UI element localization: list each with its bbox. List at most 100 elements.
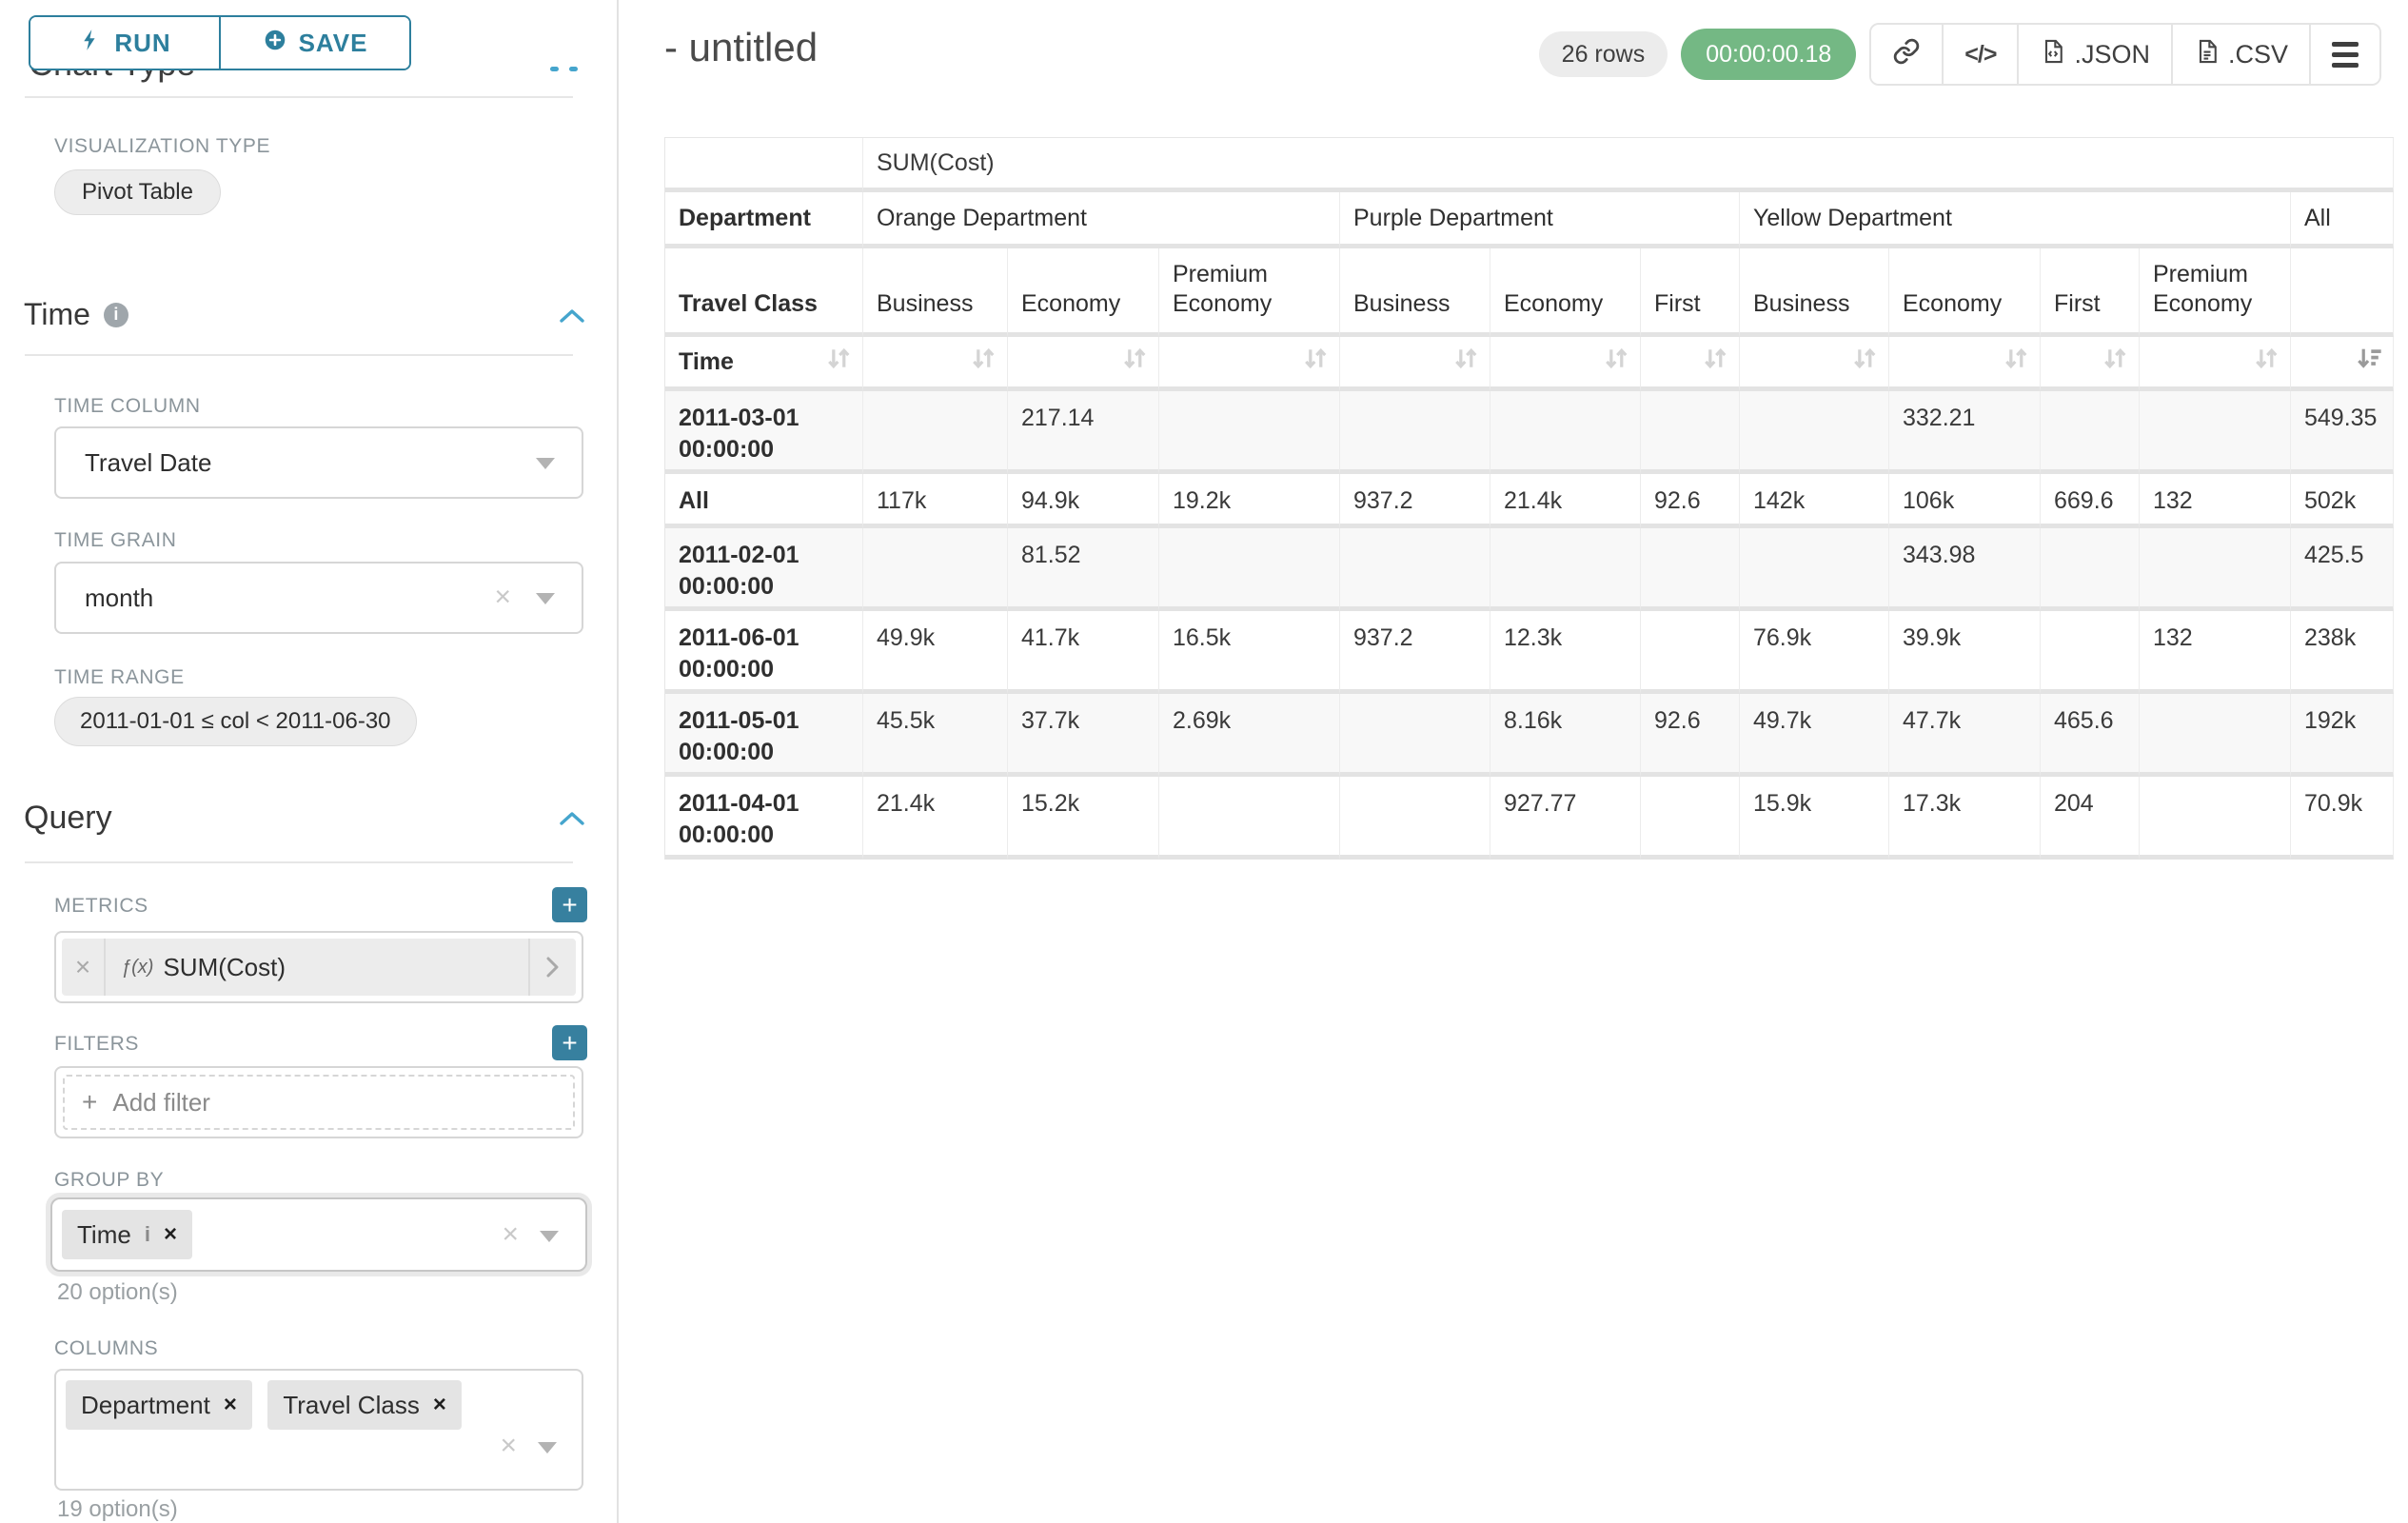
export-json-button[interactable]: .JSON: [2017, 25, 2171, 84]
columns-chip-label: Travel Class: [283, 1390, 420, 1419]
sort-control[interactable]: [1701, 345, 1729, 380]
column-group-header: Yellow Department: [1740, 192, 2291, 248]
value-cell: [2140, 391, 2291, 474]
value-cell: [2041, 611, 2140, 694]
add-filter-button[interactable]: + Add filter: [63, 1075, 575, 1130]
add-filter-plus-button[interactable]: +: [552, 1025, 587, 1060]
sort-icon: [1705, 347, 1727, 369]
table-row: 2011-06-01 00:00:00 49.9k 41.7k 16.5k 937.2 1…: [665, 611, 2394, 694]
time-column-select[interactable]: Travel Date: [54, 426, 583, 499]
sort-control[interactable]: [1602, 345, 1630, 380]
columns-select[interactable]: Department × Travel Class × ×: [54, 1369, 583, 1491]
collapse-query-section-icon[interactable]: [558, 809, 586, 833]
run-button[interactable]: RUN: [30, 17, 221, 69]
value-cell: 21.4k: [863, 777, 1008, 860]
travel-class-header: Premium Economy: [2140, 248, 2291, 337]
value-cell: [1159, 391, 1340, 474]
plus-icon: +: [82, 1087, 98, 1117]
chevron-right-icon[interactable]: [528, 939, 576, 996]
time-grain-value: month: [85, 583, 154, 612]
sort-icon: [2005, 347, 2027, 369]
column-group-header-row: Department Orange Department Purple Depart…: [665, 192, 2394, 248]
row-count-badge: 26 rows: [1538, 31, 1668, 77]
embed-code-button[interactable]: </>: [1942, 25, 2018, 84]
value-cell: 92.6: [1641, 474, 1740, 528]
value-cell: 425.5: [2291, 528, 2394, 611]
travel-class-header: Business: [1340, 248, 1490, 337]
panel-drag-dot[interactable]: [569, 67, 578, 71]
metrics-label: METRICS: [54, 895, 148, 917]
sort-control[interactable]: [1850, 345, 1879, 380]
add-metric-button[interactable]: +: [552, 887, 587, 922]
value-cell: 192k: [2291, 694, 2394, 777]
save-button[interactable]: SAVE: [221, 17, 409, 69]
sort-control[interactable]: [1120, 345, 1149, 380]
row-label-cell: 2011-02-01 00:00:00: [665, 528, 863, 611]
sort-control[interactable]: [2101, 345, 2129, 380]
column-group-header: Orange Department: [863, 192, 1340, 248]
time-section-title: Time i: [24, 297, 128, 332]
metric-chip[interactable]: × ƒ(x) SUM(Cost): [62, 939, 576, 996]
sort-control[interactable]: [2252, 345, 2280, 380]
value-cell: 49.7k: [1740, 694, 1889, 777]
value-cell: [2041, 528, 2140, 611]
travel-class-header: Economy: [1889, 248, 2041, 337]
value-cell: 465.6: [2041, 694, 2140, 777]
value-cell: 15.9k: [1740, 777, 1889, 860]
columns-chip[interactable]: Travel Class ×: [267, 1380, 462, 1430]
clear-icon[interactable]: ×: [502, 1218, 519, 1250]
table-row: 2011-04-01 00:00:00 21.4k 15.2k 927.77 15.9k…: [665, 777, 2394, 860]
control-panel: Chart Type RUN SAVE VISUALIZATION TYPE P…: [0, 0, 619, 1523]
group-by-chip[interactable]: Time i ×: [62, 1210, 192, 1259]
remove-chip-icon[interactable]: ×: [432, 1392, 446, 1417]
value-cell: [1340, 694, 1490, 777]
value-cell: 332.21: [1889, 391, 2041, 474]
panel-drag-dot[interactable]: [550, 67, 559, 71]
value-cell: 92.6: [1641, 694, 1740, 777]
menu-button[interactable]: [2309, 25, 2379, 84]
sort-control[interactable]: [969, 345, 997, 380]
travel-class-header: [2291, 248, 2394, 337]
value-cell: 8.16k: [1490, 694, 1641, 777]
value-cell: 238k: [2291, 611, 2394, 694]
clear-icon[interactable]: ×: [494, 581, 511, 613]
clear-icon[interactable]: ×: [500, 1430, 517, 1461]
metric-chip-body: ƒ(x) SUM(Cost): [106, 939, 528, 996]
chart-title: - untitled: [664, 25, 819, 69]
remove-metric-icon[interactable]: ×: [62, 939, 106, 996]
export-button-group: </> .JSON .CSV: [1869, 23, 2381, 86]
metric-header-cell: SUM(Cost): [863, 138, 2394, 192]
value-cell: 17.3k: [1889, 777, 2041, 860]
export-csv-button[interactable]: .CSV: [2170, 25, 2309, 84]
sort-icon: [2256, 347, 2278, 369]
time-range-pill[interactable]: 2011-01-01 ≤ col < 2011-06-30: [54, 697, 417, 746]
table-row: All 117k 94.9k 19.2k 937.2 21.4k 92.6 142k 106k 6…: [665, 474, 2394, 528]
value-cell: [1641, 611, 1740, 694]
time-grain-select[interactable]: month ×: [54, 562, 583, 634]
export-csv-label: .CSV: [2227, 39, 2288, 69]
value-cell: 2.69k: [1159, 694, 1340, 777]
value-cell: 117k: [863, 474, 1008, 528]
viz-type-pill[interactable]: Pivot Table: [54, 169, 221, 215]
sort-cell: [2140, 337, 2291, 391]
remove-chip-icon[interactable]: ×: [163, 1221, 177, 1247]
chart-area: - untitled 26 rows 00:00:00.18 </> .JSON…: [619, 0, 2408, 1523]
sort-control[interactable]: [2002, 345, 2030, 380]
value-cell: 132: [2140, 611, 2291, 694]
sort-control[interactable]: [824, 345, 853, 380]
copy-link-button[interactable]: [1871, 25, 1943, 84]
value-cell: 217.14: [1008, 391, 1159, 474]
group-by-chip-label: Time: [77, 1219, 131, 1249]
time-range-label: TIME RANGE: [54, 666, 185, 688]
sort-control[interactable]: [2355, 345, 2383, 380]
add-filter-label: Add filter: [112, 1087, 210, 1117]
columns-chip[interactable]: Department ×: [66, 1380, 252, 1430]
sort-control[interactable]: [1451, 345, 1480, 380]
group-by-select[interactable]: Time i × ×: [50, 1197, 587, 1272]
sort-cell: [1159, 337, 1340, 391]
collapse-time-section-icon[interactable]: [558, 307, 586, 330]
sort-control[interactable]: [1301, 345, 1330, 380]
table-row: 2011-05-01 00:00:00 45.5k 37.7k 2.69k 8.16k 9…: [665, 694, 2394, 777]
remove-chip-icon[interactable]: ×: [223, 1392, 237, 1417]
group-by-options-count: 20 option(s): [57, 1279, 178, 1305]
